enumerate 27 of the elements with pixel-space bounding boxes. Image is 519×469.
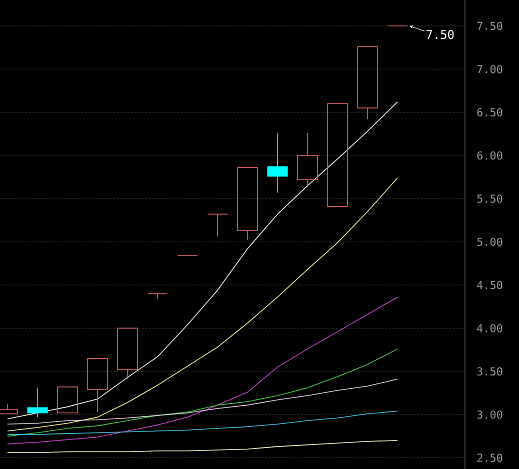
candlestick [237, 167, 258, 241]
y-tick-label: 5.00 [477, 238, 502, 246]
y-tick-label: 7.00 [477, 64, 502, 74]
line-series [7, 102, 398, 420]
candlestick [207, 214, 228, 238]
candlestick [117, 328, 138, 380]
y-tick-label: 6.00 [477, 151, 502, 160]
line-series [7, 348, 398, 437]
line-series [7, 178, 398, 432]
candlestick [87, 358, 108, 412]
y-tick-label: 4.50 [477, 280, 502, 290]
y-tick-label: 3.00 [477, 410, 502, 419]
candlestick [297, 132, 318, 188]
candlestick [57, 386, 78, 414]
y-tick-label: 6.50 [477, 108, 502, 116]
candlestick [357, 46, 378, 120]
y-tick-label: 3.50 [477, 367, 502, 376]
y-tick-label: 4.00 [477, 324, 502, 332]
line-series [7, 378, 398, 424]
candlestick [27, 387, 48, 418]
y-tick-label: 7.50 [477, 22, 502, 30]
candlestick [147, 293, 168, 300]
text: 7.50 [426, 30, 454, 40]
y-tick-label: 5.50 [477, 194, 502, 203]
candlestick [267, 132, 288, 194]
candlestick [327, 103, 348, 207]
y-tick-label: 2.50 [477, 454, 502, 462]
